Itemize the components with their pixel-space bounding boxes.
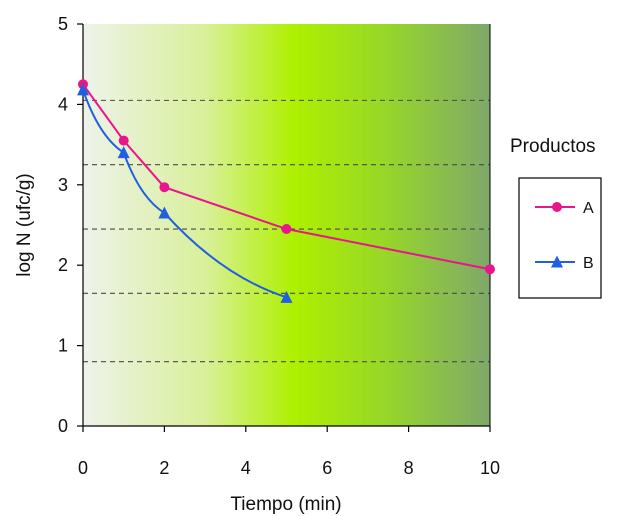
x-tick-label-6: 6: [322, 458, 332, 478]
y-tick-label-0: 0: [58, 416, 68, 436]
legend-marker-A: [552, 202, 562, 212]
x-tick-label-2: 2: [159, 458, 169, 478]
series-A-point-3: [281, 224, 292, 235]
series-B-point-3: [280, 290, 293, 303]
x-axis-label: Tiempo (min): [230, 494, 341, 515]
series-layer: [77, 79, 495, 303]
x-tick-label-0: 0: [78, 458, 88, 478]
y-tick-label-2: 2: [58, 255, 68, 275]
x-ticks: 0 2 4 6 8 10: [78, 426, 500, 478]
y-tick-label-4: 4: [58, 94, 68, 114]
legend-items: AB: [535, 200, 594, 272]
series-A-point-4: [485, 264, 495, 275]
series-A-point-2: [159, 182, 170, 193]
gridlines: [83, 99, 490, 363]
x-tick-label-8: 8: [404, 458, 414, 478]
legend-box: [518, 177, 602, 299]
y-axis-label: log N (ufc/g): [14, 173, 35, 276]
legend-label-B: B: [583, 255, 594, 272]
series-line-B: [82, 89, 287, 299]
series-A-point-1: [118, 135, 129, 146]
series-B-point-2: [158, 206, 171, 219]
y-ticks: 0 1 2 3 4 5: [58, 14, 83, 436]
legend-title: Productos: [510, 136, 596, 157]
x-tick-label-4: 4: [241, 458, 251, 478]
legend-marker-B: [551, 255, 563, 268]
y-tick-label-3: 3: [58, 175, 68, 195]
series-B-point-1: [117, 146, 130, 159]
x-tick-label-10: 10: [480, 458, 500, 478]
y-tick-label-5: 5: [58, 14, 68, 34]
legend-label-A: A: [583, 200, 594, 217]
y-tick-label-1: 1: [58, 336, 68, 356]
series-B-point-0: [77, 83, 89, 96]
